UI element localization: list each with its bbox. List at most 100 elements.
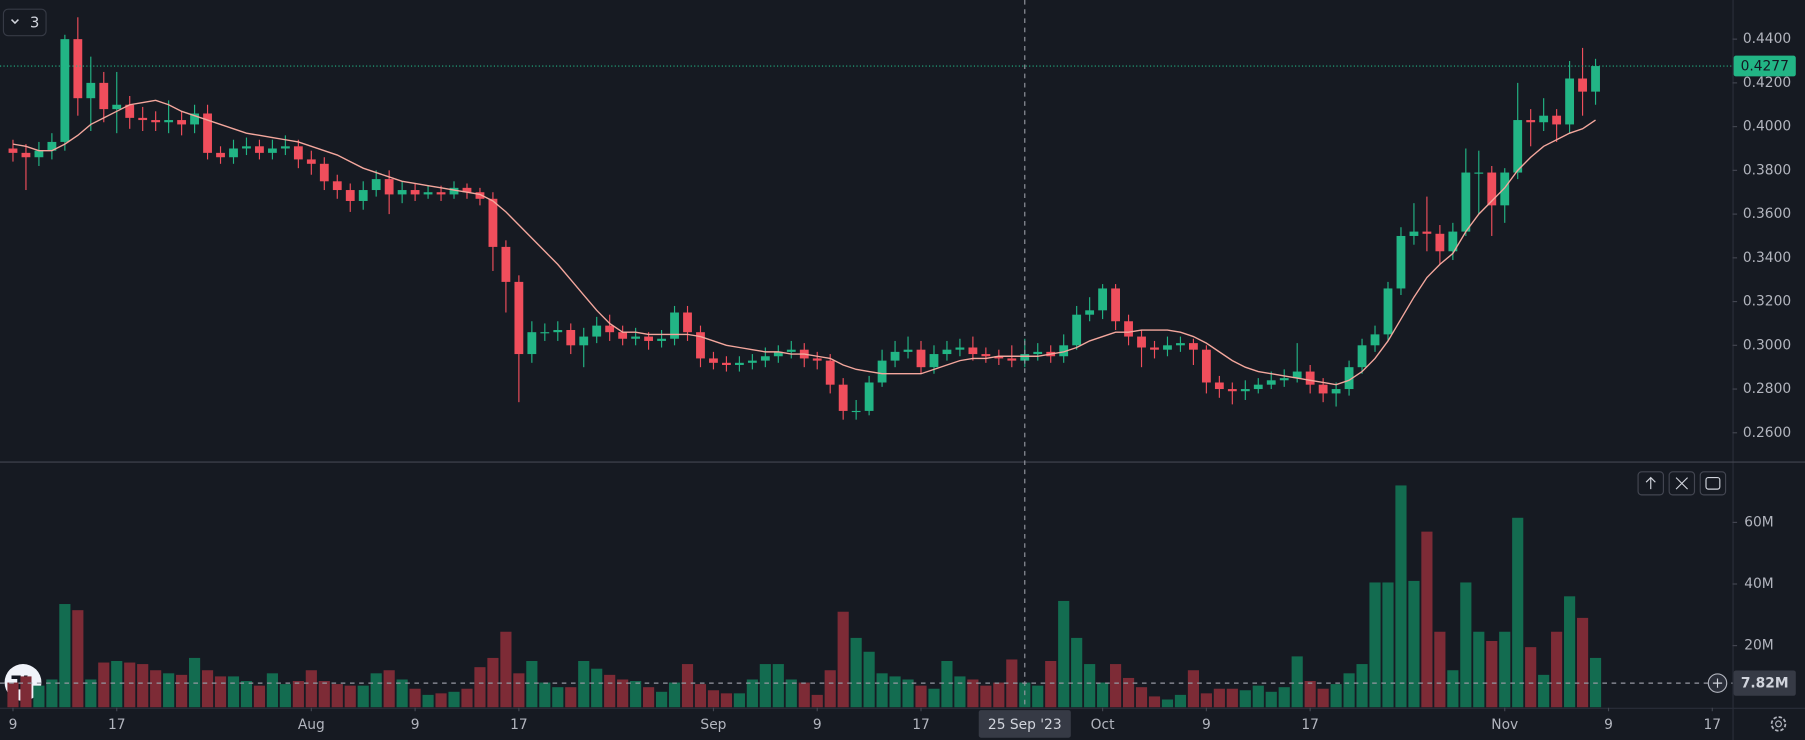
candle-body [760, 356, 770, 361]
candle-body [1435, 233, 1445, 252]
y2-tick-label: 60M [1744, 514, 1773, 530]
candle-body [1266, 380, 1276, 385]
volume-bar [253, 685, 266, 708]
candle-body [436, 192, 446, 195]
volume-bar [111, 660, 123, 708]
volume-bar [1174, 694, 1187, 708]
settings-button[interactable] [1770, 716, 1787, 732]
volume-bar [668, 682, 681, 708]
crosshair-value-label: 7.82M [1741, 676, 1789, 692]
volume-bar [1071, 637, 1083, 708]
maximize-icon [1705, 477, 1721, 490]
toggle-box[interactable] [2, 8, 47, 37]
volume-bar [1499, 631, 1511, 708]
candle-body [527, 332, 537, 355]
candle-body [164, 120, 174, 123]
candle-body [47, 141, 57, 151]
volume-bar [1097, 682, 1109, 708]
volume-bar [448, 691, 460, 708]
volume-bar [487, 657, 499, 708]
candle-body [1176, 343, 1185, 346]
volume-bar [552, 687, 564, 708]
volume-bar [1265, 691, 1277, 708]
volume-bar [1564, 596, 1576, 708]
candle-body [1033, 351, 1043, 355]
candle-body [99, 82, 109, 110]
candle-body [1201, 349, 1211, 383]
candle-body [592, 325, 602, 337]
volume-bar [578, 660, 590, 708]
indicator-count: 3 [30, 14, 40, 32]
volume-bar [824, 670, 836, 708]
candle-body [553, 330, 563, 333]
volume-bar [124, 662, 136, 708]
x-tick-label: 17 [108, 717, 126, 733]
candle-body [1240, 389, 1250, 392]
candle-body [618, 332, 628, 339]
candle-body [683, 312, 692, 333]
volume-bar [785, 679, 797, 708]
candle-body [488, 198, 498, 247]
candle-body [21, 152, 31, 158]
volume-bar [46, 679, 58, 708]
close-icon [1675, 477, 1688, 490]
candle-body [942, 349, 952, 355]
volume-bar [1460, 582, 1472, 708]
y-tick-label: 0.3200 [1743, 294, 1791, 310]
volume-bar [435, 693, 447, 708]
candle-body [877, 360, 887, 383]
indicator-toggle[interactable]: 3 [2, 8, 47, 37]
candle-body [981, 354, 991, 357]
volume-bar [1434, 631, 1446, 708]
volume-bar [1447, 670, 1459, 708]
candle-body [267, 148, 277, 153]
maximize-button[interactable] [1699, 471, 1727, 496]
volume-bar [409, 688, 421, 708]
candle-body [1461, 172, 1471, 232]
volume-bar [720, 693, 733, 708]
candle-body [125, 104, 135, 118]
candle-body [358, 190, 368, 201]
volume-bar [1369, 582, 1381, 708]
volume-bar [1473, 631, 1485, 708]
candle-body [177, 120, 187, 125]
candle-body [1072, 314, 1082, 346]
volume-bar [681, 664, 694, 708]
candle-body [371, 179, 381, 191]
candle-body [955, 347, 965, 350]
y-tick-label: 0.3600 [1743, 206, 1791, 222]
volume-bar [305, 670, 317, 708]
candle-body [838, 384, 848, 411]
gear-icon[interactable] [1770, 716, 1787, 732]
candle-body [1565, 78, 1575, 125]
volume-bar [980, 685, 992, 708]
volume-bar [422, 694, 434, 708]
candle-body [1422, 231, 1432, 234]
candle-body [1279, 378, 1289, 381]
y2-tick-label: 20M [1744, 638, 1773, 654]
add-button[interactable] [1707, 673, 1728, 693]
candle-body [670, 312, 679, 339]
volume-bar [1187, 670, 1199, 708]
volume-bar [1317, 688, 1329, 708]
x-tick-label: 9 [813, 717, 822, 733]
x-tick-label: 9 [1202, 717, 1211, 733]
candle-body [786, 349, 796, 352]
y-tick-label: 0.3800 [1743, 162, 1791, 178]
candle-body [566, 330, 576, 346]
candle-body [1111, 288, 1120, 322]
volume-bar [1291, 656, 1303, 708]
volume-bar [733, 693, 745, 708]
x-tick-label: 17 [912, 717, 930, 733]
volume-bar [461, 688, 473, 708]
volume-bar [837, 611, 849, 708]
volume-bar [1343, 673, 1355, 708]
candle-body [462, 187, 472, 193]
candle-body [1409, 231, 1419, 236]
volume-bar [266, 673, 278, 708]
crosshair-date-label: 25 Sep '23 [988, 717, 1062, 733]
volume-bar [1278, 687, 1290, 708]
volume-bar [1226, 688, 1238, 708]
volume-bar [72, 610, 84, 708]
